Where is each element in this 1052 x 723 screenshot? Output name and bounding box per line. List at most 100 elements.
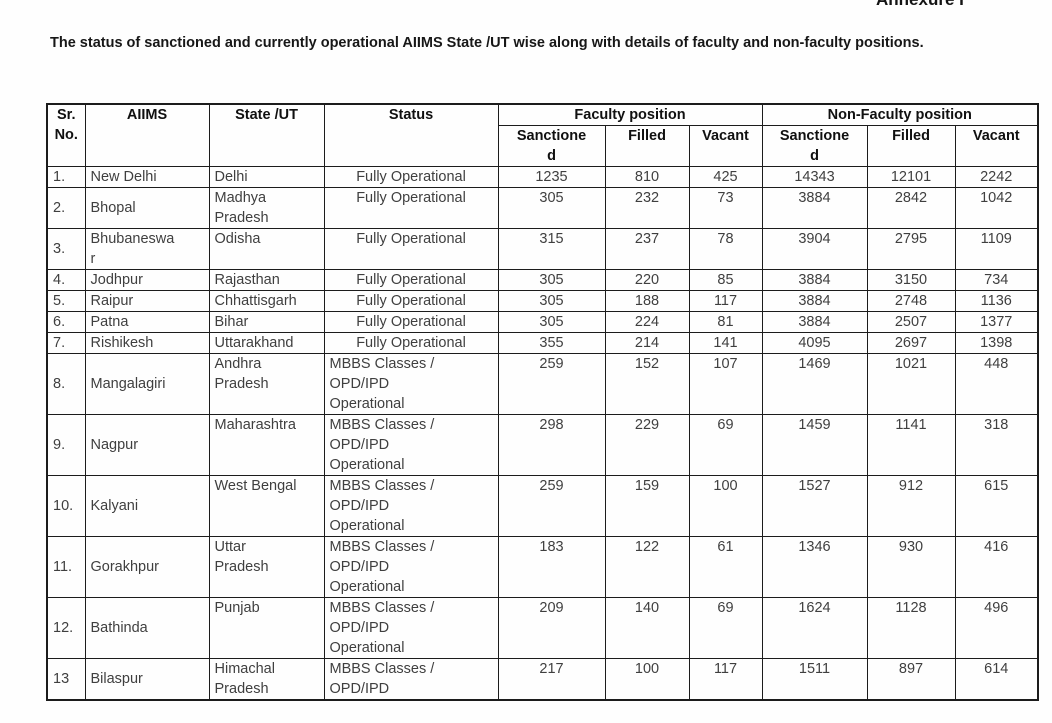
cell-non-faculty-sanctioned: 1346 — [761, 536, 868, 598]
cell-state-ut-text: West Bengal — [214, 478, 297, 494]
cell-faculty-filled: 237 — [604, 228, 690, 270]
table-header: Sr. No. AIIMS State /UT Status Faculty p… — [46, 103, 1039, 167]
cell-non-faculty-filled: 1128 — [866, 597, 956, 659]
cell-state-ut-text: Andhra Pradesh — [214, 356, 269, 392]
cell-aiims: Gorakhpur — [84, 536, 210, 598]
cell-status-text: MBBS Classes / OPD/IPD Operational — [329, 417, 435, 473]
cell-faculty-vacant: 73 — [688, 187, 763, 229]
cell-faculty-vacant: 117 — [688, 290, 763, 312]
annexure-label: Annexure I — [876, 0, 964, 10]
cell-non-faculty-vacant: 318 — [954, 414, 1039, 476]
cell-status: MBBS Classes / OPD/IPD — [323, 658, 499, 701]
cell-non-faculty-filled: 912 — [866, 475, 956, 537]
table-row: 7. Rishikesh Uttarakhand Fully Operational 3… — [46, 332, 1039, 354]
cell-non-faculty-sanctioned: 14343 — [761, 166, 868, 188]
cell-faculty-vacant: 141 — [688, 332, 763, 354]
cell-non-faculty-filled: 930 — [866, 536, 956, 598]
faculty-sanctioned-label: Sanctioned — [516, 128, 587, 164]
cell-faculty-sanctioned: 259 — [497, 475, 606, 537]
aiims-status-table: Sr. No. AIIMS State /UT Status Faculty p… — [46, 103, 1039, 701]
cell-sr-no: 4. — [46, 269, 86, 291]
cell-non-faculty-sanctioned: 1459 — [761, 414, 868, 476]
table-row: 3. Bhubaneswar Odisha Fully Operational 315 2… — [46, 228, 1039, 270]
column-group-non-faculty-position: Non-Faculty position — [761, 103, 1039, 126]
cell-aiims: New Delhi — [84, 166, 210, 188]
cell-non-faculty-sanctioned: 4095 — [761, 332, 868, 354]
cell-state-ut-text: Delhi — [214, 169, 248, 185]
cell-aiims-text: Kalyani — [90, 498, 139, 514]
table-row: 4. Jodhpur Rajasthan Fully Operational 305 22… — [46, 269, 1039, 291]
cell-faculty-filled: 159 — [604, 475, 690, 537]
cell-non-faculty-vacant: 2242 — [954, 166, 1039, 188]
cell-non-faculty-vacant: 448 — [954, 353, 1039, 415]
cell-faculty-filled: 224 — [604, 311, 690, 333]
cell-non-faculty-sanctioned: 3884 — [761, 290, 868, 312]
cell-faculty-sanctioned: 1235 — [497, 166, 606, 188]
cell-faculty-sanctioned: 217 — [497, 658, 606, 701]
cell-aiims-text: Jodhpur — [90, 272, 143, 288]
cell-faculty-sanctioned: 305 — [497, 187, 606, 229]
cell-faculty-vacant: 107 — [688, 353, 763, 415]
cell-non-faculty-filled: 12101 — [866, 166, 956, 188]
cell-non-faculty-sanctioned: 3884 — [761, 311, 868, 333]
cell-faculty-filled: 100 — [604, 658, 690, 701]
non-faculty-sanctioned-label: Sanctioned — [779, 128, 850, 164]
table-row: 13 Bilaspur Himachal Pradesh MBBS Classes /… — [46, 658, 1039, 701]
cell-faculty-sanctioned: 209 — [497, 597, 606, 659]
table-row: 2. Bhopal Madhya Pradesh Fully Operational 3… — [46, 187, 1039, 229]
cell-aiims: Bhopal — [84, 187, 210, 229]
cell-faculty-filled: 122 — [604, 536, 690, 598]
cell-aiims: Bathinda — [84, 597, 210, 659]
column-header-sr-no: Sr. No. — [46, 103, 86, 167]
cell-non-faculty-vacant: 615 — [954, 475, 1039, 537]
table-row: 10. Kalyani West Bengal MBBS Classes / OPD/… — [46, 475, 1039, 537]
cell-non-faculty-vacant: 614 — [954, 658, 1039, 701]
cell-non-faculty-filled: 2795 — [866, 228, 956, 270]
cell-aiims: Bhubaneswar — [84, 228, 210, 270]
cell-aiims: Rishikesh — [84, 332, 210, 354]
cell-faculty-vacant: 78 — [688, 228, 763, 270]
table-row: 6. Patna Bihar Fully Operational 305 224 81 388… — [46, 311, 1039, 333]
cell-aiims-text: Nagpur — [90, 437, 139, 453]
cell-aiims: Jodhpur — [84, 269, 210, 291]
cell-faculty-filled: 229 — [604, 414, 690, 476]
table-row: 1. New Delhi Delhi Fully Operational 1235 810… — [46, 166, 1039, 188]
column-header-status: Status — [323, 103, 499, 167]
cell-status: Fully Operational — [323, 290, 499, 312]
cell-state-ut-text: Madhya Pradesh — [214, 190, 269, 226]
cell-non-faculty-sanctioned: 1511 — [761, 658, 868, 701]
cell-faculty-filled: 188 — [604, 290, 690, 312]
cell-non-faculty-filled: 3150 — [866, 269, 956, 291]
cell-aiims-text: Patna — [90, 314, 129, 330]
cell-non-faculty-vacant: 1377 — [954, 311, 1039, 333]
cell-sr-no: 12. — [46, 597, 86, 659]
cell-sr-no: 9. — [46, 414, 86, 476]
cell-state-ut-text: Odisha — [214, 231, 261, 247]
cell-non-faculty-vacant: 1042 — [954, 187, 1039, 229]
cell-status: MBBS Classes / OPD/IPD Operational — [323, 597, 499, 659]
cell-status: Fully Operational — [323, 187, 499, 229]
cell-state-ut: Andhra Pradesh — [208, 353, 325, 415]
cell-aiims: Raipur — [84, 290, 210, 312]
cell-status-text: MBBS Classes / OPD/IPD — [329, 661, 435, 697]
cell-state-ut: Bihar — [208, 311, 325, 333]
cell-status: Fully Operational — [323, 269, 499, 291]
cell-non-faculty-sanctioned: 3884 — [761, 187, 868, 229]
cell-faculty-filled: 810 — [604, 166, 690, 188]
cell-faculty-vacant: 100 — [688, 475, 763, 537]
cell-aiims-text: Rishikesh — [90, 335, 154, 351]
cell-state-ut: Uttar Pradesh — [208, 536, 325, 598]
cell-status-text: MBBS Classes / OPD/IPD Operational — [329, 539, 435, 595]
cell-faculty-vacant: 69 — [688, 414, 763, 476]
cell-sr-no: 2. — [46, 187, 86, 229]
cell-state-ut-text: Uttar Pradesh — [214, 539, 269, 575]
cell-non-faculty-filled: 2748 — [866, 290, 956, 312]
cell-state-ut: Punjab — [208, 597, 325, 659]
column-header-faculty-vacant: Vacant — [688, 125, 763, 167]
cell-non-faculty-filled: 2697 — [866, 332, 956, 354]
cell-aiims: Mangalagiri — [84, 353, 210, 415]
cell-state-ut: Rajasthan — [208, 269, 325, 291]
cell-status-text: MBBS Classes / OPD/IPD Operational — [329, 478, 435, 534]
cell-faculty-vacant: 61 — [688, 536, 763, 598]
column-header-faculty-filled: Filled — [604, 125, 690, 167]
